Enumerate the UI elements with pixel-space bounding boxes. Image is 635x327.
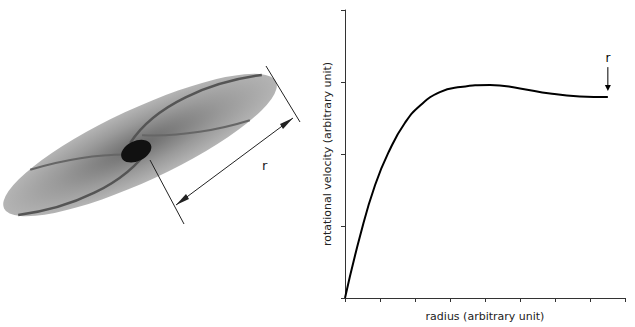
svg-text:radius (arbitrary unit): radius (arbitrary unit) [426, 310, 545, 323]
svg-text:r: r [605, 51, 610, 65]
svg-text:rotational velocity (arbitrary: rotational velocity (arbitrary unit) [321, 62, 334, 246]
svg-text:r: r [262, 158, 268, 173]
